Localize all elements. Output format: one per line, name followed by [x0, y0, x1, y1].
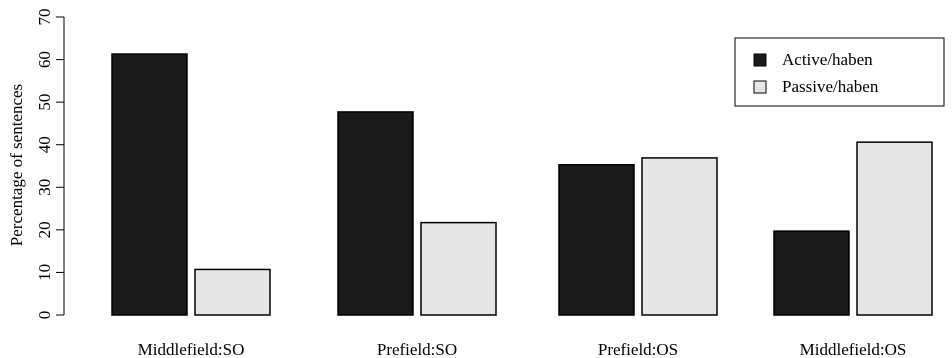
- y-tick-label: 60: [35, 51, 54, 68]
- y-axis-label: Percentage of sentences: [7, 84, 26, 246]
- y-axis: 0 10 20 30 40 50 60 70: [35, 9, 65, 320]
- x-tick-label: Prefield:SO: [377, 340, 457, 358]
- legend-swatch-active: [753, 53, 767, 67]
- bar-passive-1: [194, 268, 271, 316]
- bar-passive-2: [420, 221, 497, 316]
- bar-active-2: [337, 111, 414, 316]
- legend-label-passive: Passive/haben: [782, 77, 879, 96]
- legend: Active/haben Passive/haben: [734, 37, 945, 107]
- legend-swatch-passive: [753, 80, 767, 94]
- bars-group: [111, 53, 933, 316]
- y-tick-label: 10: [35, 264, 54, 281]
- y-tick-label: 20: [35, 221, 54, 238]
- bar-passive-3: [641, 157, 718, 316]
- y-tick-label: 40: [35, 136, 54, 153]
- x-tick-label: Middlefield:OS: [800, 340, 907, 358]
- bar-passive-4: [856, 141, 933, 316]
- y-tick-label: 50: [35, 94, 54, 111]
- y-tick-label: 70: [35, 9, 54, 26]
- x-tick-label: Prefield:OS: [598, 340, 678, 358]
- bar-active-1: [111, 53, 188, 316]
- bar-active-4: [773, 230, 850, 316]
- x-tick-label: Middlefield:SO: [138, 340, 245, 358]
- y-tick-label: 0: [35, 311, 54, 320]
- bar-active-3: [558, 163, 635, 316]
- legend-label-active: Active/haben: [782, 50, 873, 69]
- y-tick-label: 30: [35, 179, 54, 196]
- legend-box: [734, 37, 945, 107]
- x-axis: Middlefield:SO Prefield:SO Prefield:OS Midd…: [138, 340, 907, 358]
